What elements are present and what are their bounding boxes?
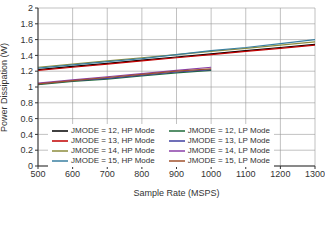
svg-text:900: 900 <box>169 169 184 179</box>
svg-text:0.4: 0.4 <box>20 130 33 140</box>
svg-text:0.2: 0.2 <box>20 145 33 155</box>
svg-text:0: 0 <box>28 161 33 171</box>
svg-text:0.6: 0.6 <box>20 114 33 124</box>
html-text:JMODE = 13, LP Mode: JMODE = 13, LP Mode <box>187 136 270 145</box>
html-text:JMODE = 15, HP Mode: JMODE = 15, HP Mode <box>71 156 155 165</box>
svg-text:1300: 1300 <box>305 169 317 179</box>
svg-text:1200: 1200 <box>270 169 290 179</box>
html-text:JMODE = 14, HP Mode: JMODE = 14, HP Mode <box>71 146 155 155</box>
html-text:JMODE = 13, HP Mode: JMODE = 13, HP Mode <box>71 136 155 145</box>
html-text:JMODE = 14, LP Mode: JMODE = 14, LP Mode <box>187 146 270 155</box>
html-text:JMODE = 15, LP Mode: JMODE = 15, LP Mode <box>187 156 270 165</box>
html-text:JMODE = 12, LP Mode: JMODE = 12, LP Mode <box>187 126 270 135</box>
html-text:JMODE = 12, HP Mode: JMODE = 12, HP Mode <box>71 126 155 135</box>
svg-text:Sample Rate (MSPS): Sample Rate (MSPS) <box>133 188 219 198</box>
svg-text:800: 800 <box>134 169 149 179</box>
svg-text:1: 1 <box>28 82 33 92</box>
svg-text:1.4: 1.4 <box>20 51 33 61</box>
svg-text:1.6: 1.6 <box>20 35 33 45</box>
svg-text:0.8: 0.8 <box>20 98 33 108</box>
svg-text:1000: 1000 <box>201 169 221 179</box>
svg-text:600: 600 <box>65 169 80 179</box>
svg-text:2: 2 <box>28 3 33 13</box>
svg-text:1.2: 1.2 <box>20 66 33 76</box>
svg-text:Power Dissipation (W): Power Dissipation (W) <box>8 43 9 132</box>
svg-text:1100: 1100 <box>236 169 255 179</box>
svg-text:500: 500 <box>30 169 46 180</box>
svg-text:1.8: 1.8 <box>20 19 33 29</box>
svg-text:700: 700 <box>100 169 115 179</box>
